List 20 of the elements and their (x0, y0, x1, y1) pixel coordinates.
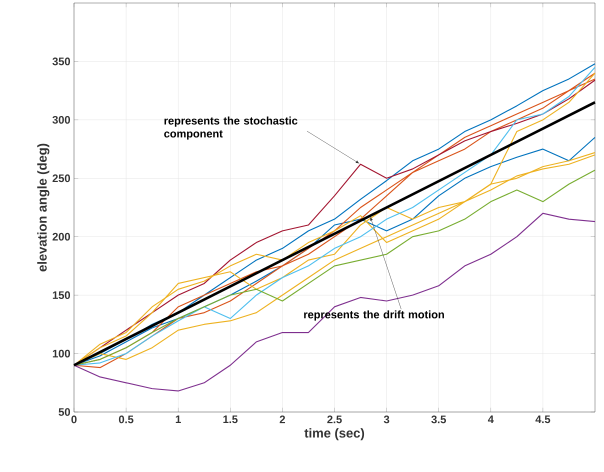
y-tick-label: 300 (52, 116, 70, 124)
y-axis-title: elevation angle (deg) (37, 144, 50, 272)
annotation: represents the stochastic component (164, 116, 298, 140)
x-tick-label: 1.5 (223, 416, 238, 424)
x-tick-label: 4.5 (535, 416, 550, 424)
x-tick-label: 0 (71, 416, 77, 424)
x-tick-label: 2 (280, 416, 286, 424)
x-tick-label: 1 (176, 416, 181, 424)
y-tick-label: 100 (52, 350, 70, 358)
x-tick-label: 2.5 (327, 416, 342, 424)
y-tick-label: 200 (52, 232, 70, 241)
x-tick-label: 3.5 (431, 416, 446, 424)
x-axis-title: time (sec) (304, 428, 364, 440)
x-tick-label: 4 (488, 416, 494, 424)
y-tick-label: 250 (52, 174, 70, 182)
x-tick-label: 0.5 (118, 416, 134, 424)
x-tick-label: 3 (384, 416, 390, 424)
y-tick-label: 50 (58, 408, 70, 416)
y-tick-label: 350 (52, 58, 70, 66)
y-tick-label: 150 (52, 291, 70, 300)
